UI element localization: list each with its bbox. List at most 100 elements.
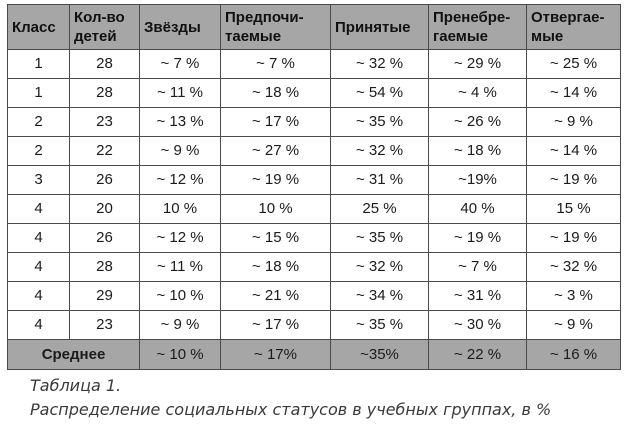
cell-class: 1 (7, 78, 70, 108)
header-class: Класс (7, 4, 70, 50)
cell-children-count: 26 (69, 165, 140, 195)
social-status-table: Класс Кол-во детей Звёзды Предпочи- таем… (7, 4, 621, 370)
cell-class: 4 (7, 281, 70, 311)
cell-stars: ~ 13 % (139, 107, 221, 137)
cell-rejected: ~ 3 % (526, 281, 621, 311)
cell-stars: ~ 9 % (139, 136, 221, 166)
table-row: 4 26 ~ 12 % ~ 15 % ~ 35 % ~ 19 % ~ 19 % (7, 223, 621, 253)
cell-class: 4 (7, 252, 70, 282)
caption-description: Распределение социальных статусов в учеб… (30, 400, 552, 419)
cell-rejected: ~ 9 % (526, 107, 621, 137)
cell-stars: ~ 7 % (139, 49, 221, 79)
average-label: Среднее (7, 339, 140, 370)
header-accepted: Принятые (330, 4, 429, 50)
cell-accepted: ~ 32 % (330, 252, 429, 282)
cell-children-count: 23 (69, 107, 140, 137)
cell-children-count: 23 (69, 310, 140, 340)
table-row: 4 29 ~ 10 % ~ 21 % ~ 34 % ~ 31 % ~ 3 % (7, 281, 621, 311)
cell-neglected: ~ 4 % (428, 78, 527, 108)
cell-class: 4 (7, 194, 70, 224)
cell-children-count: 28 (69, 49, 140, 79)
header-children-count: Кол-во детей (69, 4, 140, 50)
cell-accepted: ~ 34 % (330, 281, 429, 311)
cell-neglected: 40 % (428, 194, 527, 224)
cell-preferred: ~ 17 % (220, 310, 331, 340)
status-table-container: Класс Кол-во детей Звёзды Предпочи- таем… (7, 4, 621, 370)
cell-stars: ~ 10 % (139, 281, 221, 311)
table-body: 1 28 ~ 7 % ~ 7 % ~ 32 % ~ 29 % ~ 25 % 1 28 ~ 11 %… (7, 49, 621, 340)
table-row: 2 22 ~ 9 % ~ 27 % ~ 32 % ~ 18 % ~ 14 % (7, 136, 621, 166)
cell-neglected: ~ 29 % (428, 49, 527, 79)
table-row: 4 23 ~ 9 % ~ 17 % ~ 35 % ~ 30 % ~ 9 % (7, 310, 621, 340)
cell-accepted: ~ 32 % (330, 49, 429, 79)
average-cell: ~35% (330, 339, 429, 370)
cell-preferred: ~ 15 % (220, 223, 331, 253)
cell-class: 1 (7, 49, 70, 79)
header-preferred: Предпочи- таемые (220, 4, 331, 50)
cell-neglected: ~ 18 % (428, 136, 527, 166)
caption-title: Таблица 1. (30, 376, 122, 395)
cell-children-count: 26 (69, 223, 140, 253)
table-row: 4 28 ~ 11 % ~ 18 % ~ 32 % ~ 7 % ~ 32 % (7, 252, 621, 282)
average-cell: ~ 17% (220, 339, 331, 370)
cell-children-count: 22 (69, 136, 140, 166)
cell-stars: 10 % (139, 194, 221, 224)
cell-accepted: ~ 35 % (330, 107, 429, 137)
cell-stars: ~ 12 % (139, 223, 221, 253)
cell-class: 4 (7, 223, 70, 253)
cell-accepted: ~ 35 % (330, 310, 429, 340)
average-cell: ~ 22 % (428, 339, 527, 370)
cell-preferred: ~ 7 % (220, 49, 331, 79)
cell-preferred: ~ 18 % (220, 78, 331, 108)
cell-accepted: ~ 54 % (330, 78, 429, 108)
cell-class: 3 (7, 165, 70, 195)
table-header-row: Класс Кол-во детей Звёзды Предпочи- таем… (7, 4, 621, 50)
cell-stars: ~ 11 % (139, 78, 221, 108)
cell-preferred: ~ 19 % (220, 165, 331, 195)
cell-preferred: ~ 17 % (220, 107, 331, 137)
header-stars: Звёзды (139, 4, 221, 50)
cell-preferred: ~ 21 % (220, 281, 331, 311)
cell-rejected: ~ 14 % (526, 78, 621, 108)
cell-rejected: ~ 25 % (526, 49, 621, 79)
average-cell: ~ 10 % (139, 339, 221, 370)
cell-rejected: 15 % (526, 194, 621, 224)
cell-neglected: ~ 19 % (428, 223, 527, 253)
header-rejected: Отвергае- мые (526, 4, 621, 50)
cell-preferred: ~ 18 % (220, 252, 331, 282)
cell-rejected: ~ 19 % (526, 223, 621, 253)
cell-preferred: ~ 27 % (220, 136, 331, 166)
cell-neglected: ~ 31 % (428, 281, 527, 311)
table-row: 1 28 ~ 11 % ~ 18 % ~ 54 % ~ 4 % ~ 14 % (7, 78, 621, 108)
cell-rejected: ~ 14 % (526, 136, 621, 166)
cell-neglected: ~ 26 % (428, 107, 527, 137)
cell-neglected: ~19% (428, 165, 527, 195)
cell-stars: ~ 9 % (139, 310, 221, 340)
table-row: 1 28 ~ 7 % ~ 7 % ~ 32 % ~ 29 % ~ 25 % (7, 49, 621, 79)
cell-children-count: 28 (69, 78, 140, 108)
cell-accepted: ~ 31 % (330, 165, 429, 195)
table-caption: Таблица 1. Распределение социальных стат… (30, 374, 551, 422)
average-cell: ~ 16 % (526, 339, 621, 370)
cell-neglected: ~ 7 % (428, 252, 527, 282)
table-row: 4 20 10 % 10 % 25 % 40 % 15 % (7, 194, 621, 224)
cell-stars: ~ 11 % (139, 252, 221, 282)
cell-accepted: ~ 35 % (330, 223, 429, 253)
cell-rejected: ~ 32 % (526, 252, 621, 282)
cell-children-count: 28 (69, 252, 140, 282)
cell-stars: ~ 12 % (139, 165, 221, 195)
cell-children-count: 29 (69, 281, 140, 311)
table-row: 3 26 ~ 12 % ~ 19 % ~ 31 % ~19% ~ 19 % (7, 165, 621, 195)
cell-neglected: ~ 30 % (428, 310, 527, 340)
cell-class: 4 (7, 310, 70, 340)
table-row: 2 23 ~ 13 % ~ 17 % ~ 35 % ~ 26 % ~ 9 % (7, 107, 621, 137)
cell-rejected: ~ 9 % (526, 310, 621, 340)
cell-children-count: 20 (69, 194, 140, 224)
cell-class: 2 (7, 107, 70, 137)
header-neglected: Пренебре- гаемые (428, 4, 527, 50)
average-row: Среднее ~ 10 % ~ 17% ~35% ~ 22 % ~ 16 % (7, 339, 621, 370)
cell-rejected: ~ 19 % (526, 165, 621, 195)
cell-accepted: ~ 32 % (330, 136, 429, 166)
cell-preferred: 10 % (220, 194, 331, 224)
cell-class: 2 (7, 136, 70, 166)
